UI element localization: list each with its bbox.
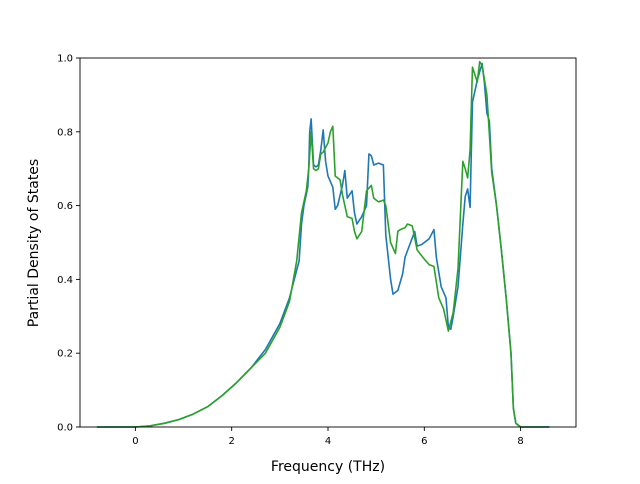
x-tick-label: 0: [132, 436, 138, 447]
axes-layer: 0 2 4 6 8 0.0 0.2 0.4 0.6 0.8 1.0: [57, 54, 577, 447]
y-tick-label: 0.6: [57, 201, 73, 212]
y-axis-label: Partial Density of States: [26, 159, 42, 327]
plot-background: [80, 58, 576, 427]
x-tick-label: 4: [325, 436, 331, 447]
series-line-2: [96, 60, 550, 428]
x-axis-label: Frequency (THz): [271, 459, 385, 475]
y-tick-label: 0.8: [57, 127, 73, 138]
x-tick-label: 6: [421, 436, 427, 447]
series-layer: [96, 60, 550, 428]
y-tick-label: 0.0: [57, 423, 73, 434]
plot-area: [80, 58, 576, 427]
x-tick-label: 2: [229, 436, 235, 447]
y-tick-label: 0.4: [57, 275, 73, 286]
y-tick-label: 1.0: [57, 54, 73, 65]
x-tick-label: 8: [517, 436, 523, 447]
y-tick-label: 0.2: [57, 349, 73, 360]
